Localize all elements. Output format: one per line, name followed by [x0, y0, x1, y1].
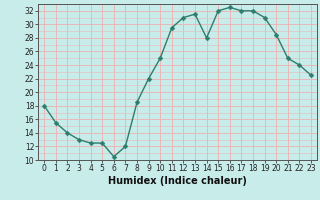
X-axis label: Humidex (Indice chaleur): Humidex (Indice chaleur)	[108, 176, 247, 186]
